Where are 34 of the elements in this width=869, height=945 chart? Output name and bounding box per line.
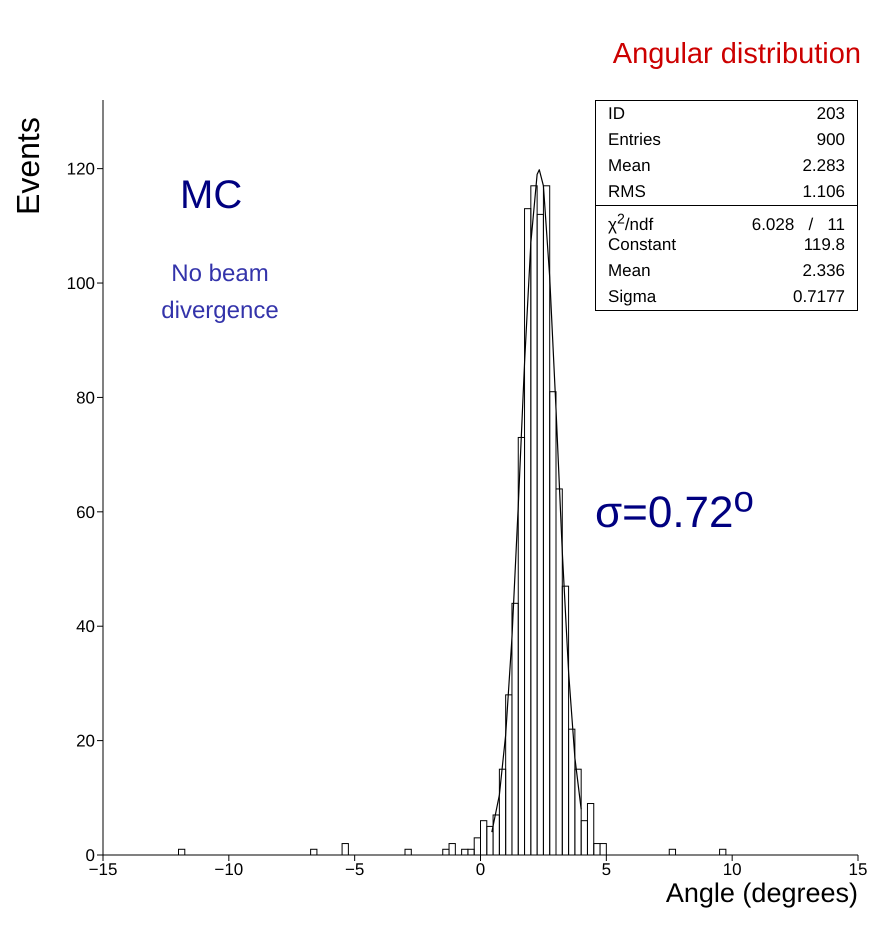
y-tick-label: 80	[76, 388, 95, 408]
annotation: 6.028 / 11	[752, 214, 845, 234]
y-tick-label: 20	[76, 732, 95, 751]
annotation: χ$^{2}$/ndf	[608, 211, 654, 234]
x-tick-label: −5	[344, 860, 364, 880]
x-tick-label: 10	[722, 860, 742, 880]
x-tick-label: −10	[214, 860, 244, 880]
annotation: Constant	[608, 235, 676, 254]
annotation: 203	[816, 104, 845, 123]
annotation: RMS	[608, 182, 646, 201]
annotation: Sigma	[608, 287, 656, 306]
y-tick-label: 60	[76, 502, 95, 522]
annotation: 119.8	[804, 235, 845, 254]
annotation: 0.7177	[793, 287, 845, 306]
annotation: 900	[816, 130, 845, 149]
annotation: 2.283	[802, 156, 845, 175]
chart-title: Angular distribution	[612, 38, 861, 71]
y-tick-label: 120	[66, 160, 95, 179]
annotation: ID	[608, 104, 625, 123]
x-axis-title: Angle (degrees)	[666, 878, 858, 909]
annotation: Mean	[608, 156, 651, 175]
y-axis-title: Events	[10, 117, 47, 215]
x-tick-label: 5	[602, 860, 612, 880]
annotation: 2.336	[802, 261, 845, 280]
annotation: MC	[180, 173, 242, 217]
x-tick-label: 15	[848, 860, 868, 880]
annotation: 1.106	[802, 182, 845, 201]
y-tick-label: 100	[66, 274, 95, 294]
x-tick-label: 0	[476, 860, 486, 880]
annotation: No beam divergence	[161, 260, 279, 324]
y-tick-label: 40	[76, 617, 95, 636]
annotation: σ=0.72$^{o}$	[595, 478, 754, 537]
annotation: Mean	[608, 261, 651, 280]
annotation: Entries	[608, 130, 661, 149]
